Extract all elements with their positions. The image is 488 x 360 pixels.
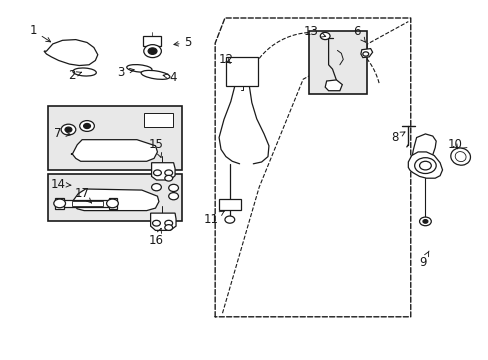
Bar [72,201,102,206]
Polygon shape [71,140,157,161]
Bar [108,198,117,209]
Circle shape [164,225,172,230]
Text: 1: 1 [29,24,51,42]
Circle shape [224,216,234,223]
Text: 14: 14 [50,178,71,191]
Ellipse shape [126,64,152,72]
Text: 9: 9 [418,251,428,269]
Bar [48,106,182,170]
Bar [142,36,161,46]
Text: 16: 16 [149,228,163,247]
Text: 3: 3 [117,66,134,78]
Polygon shape [325,80,342,91]
Circle shape [106,199,118,208]
Circle shape [320,32,329,40]
Circle shape [419,161,430,170]
Text: 7: 7 [54,127,70,140]
Text: 5: 5 [174,36,192,49]
Circle shape [152,220,160,226]
Circle shape [65,127,72,132]
Bar [58,200,114,207]
Circle shape [168,193,178,200]
Bar [48,174,182,221]
Polygon shape [71,189,159,211]
Ellipse shape [454,152,465,162]
Circle shape [168,184,178,192]
Text: 10: 10 [447,138,461,151]
Circle shape [148,48,157,54]
Circle shape [419,217,430,226]
Circle shape [153,170,161,176]
Text: 4: 4 [163,71,177,84]
Ellipse shape [141,71,169,79]
Circle shape [61,124,76,135]
Ellipse shape [73,68,96,76]
Polygon shape [360,49,372,58]
Bar [308,31,366,94]
Text: 15: 15 [149,138,163,157]
Circle shape [151,184,161,191]
Polygon shape [150,213,176,230]
Polygon shape [151,163,175,180]
Bar [225,57,257,86]
Polygon shape [44,40,98,66]
Text: 17: 17 [75,187,91,203]
Text: 8: 8 [390,131,404,144]
Bar [55,198,63,209]
Circle shape [164,170,172,176]
Circle shape [83,123,90,129]
Circle shape [164,220,172,226]
Polygon shape [411,134,435,171]
Circle shape [143,45,161,58]
Circle shape [80,121,94,131]
Circle shape [362,52,368,56]
Text: 6: 6 [352,25,365,42]
Text: 13: 13 [304,25,325,38]
Text: 2: 2 [68,69,81,82]
Polygon shape [407,152,442,178]
Text: 11: 11 [203,211,224,226]
Circle shape [414,158,435,174]
Circle shape [164,175,172,181]
Bar [144,113,172,127]
Bar [219,199,241,210]
Circle shape [54,199,65,208]
Ellipse shape [450,148,469,165]
Circle shape [422,220,427,223]
Text: 12: 12 [218,53,233,66]
